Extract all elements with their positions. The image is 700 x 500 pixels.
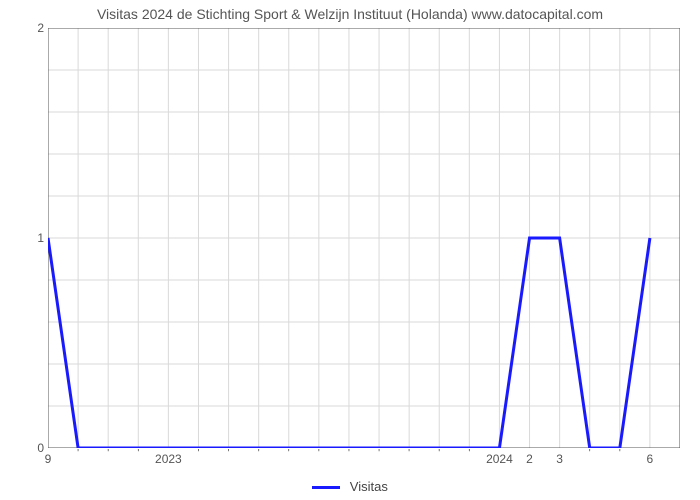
x-tick-label: 3 <box>556 452 563 466</box>
x-minor-tick: ' <box>228 448 230 459</box>
x-minor-tick: ' <box>77 448 79 459</box>
x-tick-label: 6 <box>647 452 654 466</box>
x-minor-tick: ' <box>198 448 200 459</box>
x-minor-tick: ' <box>468 448 470 459</box>
x-minor-tick: ' <box>408 448 410 459</box>
x-minor-tick: ' <box>318 448 320 459</box>
legend-swatch <box>312 486 340 489</box>
legend-label: Visitas <box>350 479 388 494</box>
x-minor-tick: ' <box>348 448 350 459</box>
x-tick-label: 2024 <box>486 452 513 466</box>
y-tick-label: 0 <box>24 441 44 455</box>
x-tick-label: 9 <box>45 452 52 466</box>
x-minor-tick: ' <box>258 448 260 459</box>
x-minor-tick: ' <box>438 448 440 459</box>
chart-svg <box>48 28 680 448</box>
chart-container: Visitas 2024 de Stichting Sport & Welzij… <box>0 0 700 500</box>
x-tick-label: 2 <box>526 452 533 466</box>
x-minor-tick: ' <box>107 448 109 459</box>
plot-area <box>48 28 680 448</box>
x-minor-tick: ' <box>137 448 139 459</box>
x-minor-tick: ' <box>378 448 380 459</box>
chart-title: Visitas 2024 de Stichting Sport & Welzij… <box>0 6 700 22</box>
x-minor-tick: ' <box>619 448 621 459</box>
x-minor-tick: ' <box>589 448 591 459</box>
x-tick-label: 2023 <box>155 452 182 466</box>
legend: Visitas <box>0 479 700 494</box>
x-minor-tick: ' <box>288 448 290 459</box>
y-tick-label: 1 <box>24 231 44 245</box>
y-tick-label: 2 <box>24 21 44 35</box>
